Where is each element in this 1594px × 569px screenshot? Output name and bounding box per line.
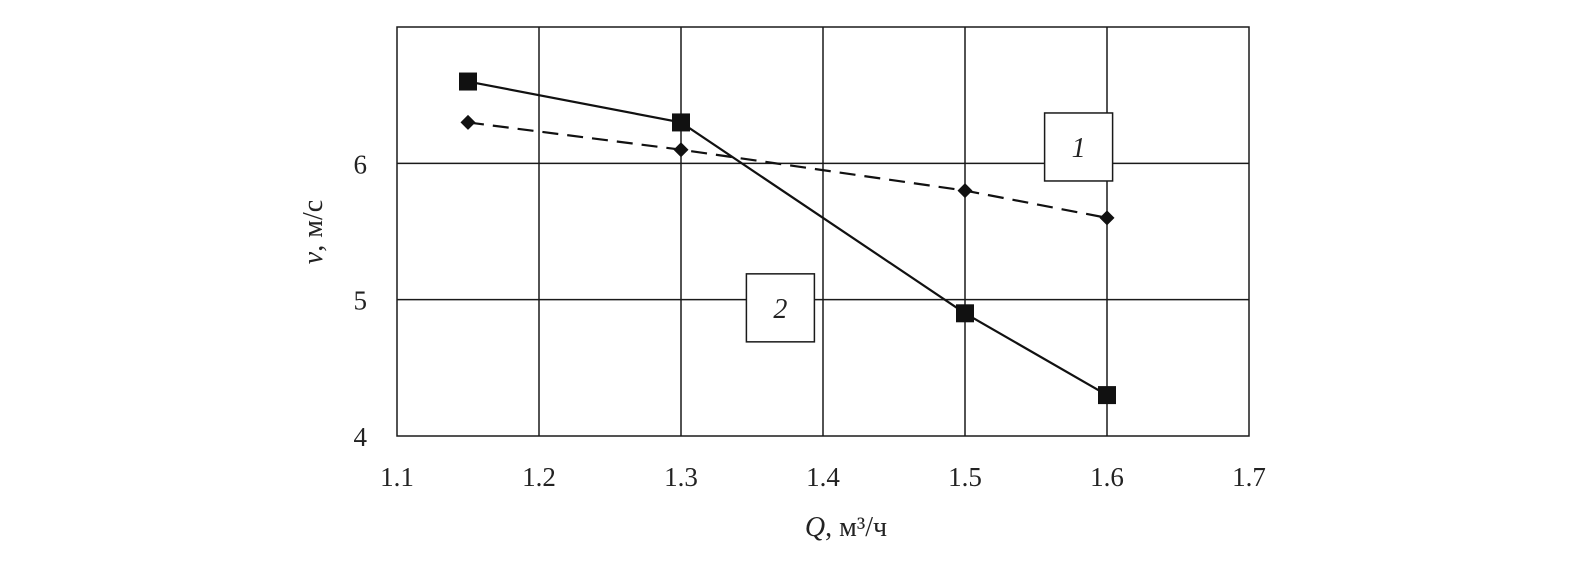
series-line xyxy=(467,121,1108,219)
data-point-square xyxy=(956,304,974,323)
series-2: 2 xyxy=(459,72,1116,405)
x-axis-label-unit: , м³/ч xyxy=(825,512,887,543)
data-point-square xyxy=(672,113,690,132)
series-line xyxy=(467,80,1108,397)
y-axis-label: v, м/с xyxy=(298,200,329,264)
series-layer: 12 xyxy=(459,72,1116,405)
y-axis-label-var: v xyxy=(298,251,329,264)
tick-labels: 1.1 1.2 1.3 1.4 1.5 1.6 1.7 4 5 6 xyxy=(354,149,1266,492)
x-tick-label: 1.5 xyxy=(948,462,982,492)
y-tick-label: 4 xyxy=(354,422,368,452)
x-tick-label: 1.4 xyxy=(806,462,840,492)
series-label-box xyxy=(1043,112,1114,182)
data-point-diamond xyxy=(1099,210,1115,226)
series-label: 2 xyxy=(773,294,787,325)
x-tick-label: 1.1 xyxy=(380,462,414,492)
series-label: 1 xyxy=(1072,133,1086,164)
x-tick-label: 1.3 xyxy=(664,462,698,492)
y-axis-label-unit: , м/с xyxy=(298,200,329,252)
data-point-square xyxy=(1098,386,1116,405)
x-tick-label: 1.6 xyxy=(1090,462,1124,492)
x-axis-label-var: Q xyxy=(805,512,825,543)
data-point-diamond xyxy=(673,142,689,158)
grid xyxy=(397,27,1249,436)
data-point-square xyxy=(459,72,477,91)
y-tick-label: 6 xyxy=(354,149,368,179)
series-label-box xyxy=(745,273,816,343)
data-point-diamond xyxy=(957,183,973,199)
x-tick-label: 1.2 xyxy=(522,462,556,492)
series-1: 1 xyxy=(460,112,1115,226)
y-tick-label: 5 xyxy=(354,286,368,316)
data-point-diamond xyxy=(460,114,476,130)
x-axis-label: Q, м³/ч xyxy=(805,512,887,543)
plot-frame xyxy=(396,26,1250,437)
x-tick-label: 1.7 xyxy=(1232,462,1266,492)
